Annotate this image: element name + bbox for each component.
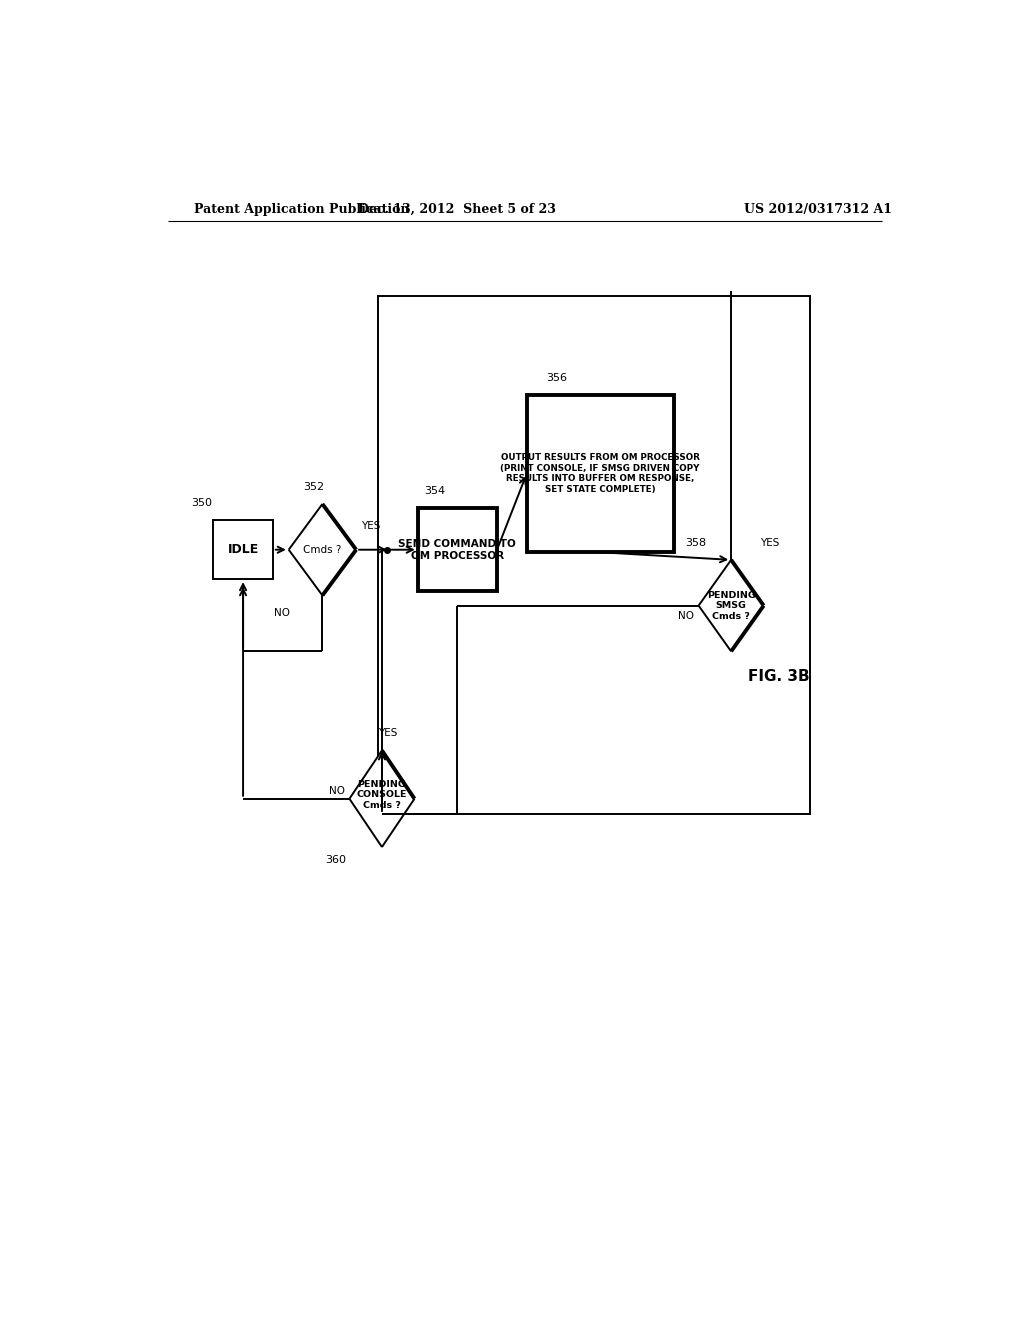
Polygon shape — [698, 560, 764, 651]
Text: NO: NO — [329, 785, 345, 796]
Text: OUTPUT RESULTS FROM OM PROCESSOR
(PRINT CONSOLE, IF SMSG DRIVEN COPY
RESULTS INT: OUTPUT RESULTS FROM OM PROCESSOR (PRINT … — [501, 453, 700, 494]
Text: NO: NO — [678, 611, 694, 620]
Polygon shape — [289, 504, 356, 595]
Text: YES: YES — [378, 729, 397, 738]
Text: 354: 354 — [424, 486, 445, 496]
Text: IDLE: IDLE — [227, 544, 259, 556]
Text: Patent Application Publication: Patent Application Publication — [194, 203, 410, 215]
Text: 356: 356 — [547, 372, 567, 383]
Text: YES: YES — [360, 521, 380, 532]
Bar — [526, 395, 674, 552]
Text: 350: 350 — [190, 498, 212, 508]
Text: 352: 352 — [303, 482, 324, 492]
Text: PENDING
CONSOLE
Cmds ?: PENDING CONSOLE Cmds ? — [356, 780, 408, 809]
Text: Dec. 13, 2012  Sheet 5 of 23: Dec. 13, 2012 Sheet 5 of 23 — [358, 203, 556, 215]
Bar — [378, 296, 811, 814]
Polygon shape — [349, 751, 415, 847]
Bar — [213, 520, 272, 579]
Text: YES: YES — [760, 537, 779, 548]
Text: 358: 358 — [685, 537, 707, 548]
Text: US 2012/0317312 A1: US 2012/0317312 A1 — [744, 203, 893, 215]
Bar — [418, 508, 497, 591]
Text: NO: NO — [274, 607, 290, 618]
Text: SEND COMMAND TO
OM PROCESSOR: SEND COMMAND TO OM PROCESSOR — [398, 539, 516, 561]
Text: Cmds ?: Cmds ? — [303, 545, 342, 554]
Text: FIG. 3B: FIG. 3B — [748, 669, 810, 684]
Text: 360: 360 — [326, 855, 346, 865]
Text: PENDING
SMSG
Cmds ?: PENDING SMSG Cmds ? — [707, 591, 756, 620]
